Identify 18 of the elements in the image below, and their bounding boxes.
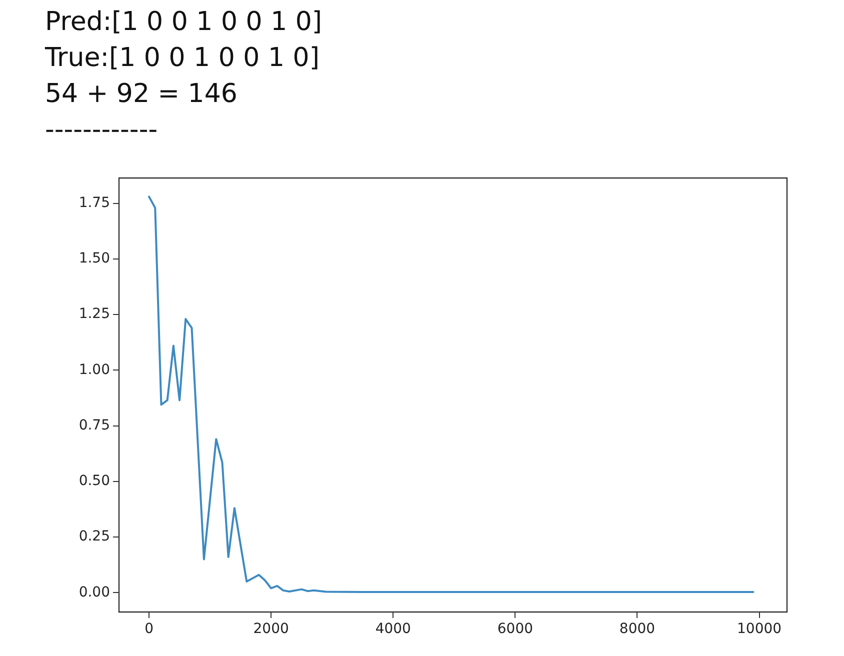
text: ------------ — [45, 114, 159, 147]
y-tick-label: 1.75 — [78, 195, 110, 211]
x-tick-label: 8000 — [619, 621, 656, 638]
y-tick-label: 1.00 — [78, 362, 110, 378]
x-tick-label: 0 — [144, 621, 154, 638]
x-tick-label: 4000 — [375, 621, 411, 638]
text: 54 + 92 = 146 — [45, 78, 238, 111]
x-tick-label: 10000 — [737, 621, 782, 638]
x-tick-label: 2000 — [253, 621, 289, 638]
y-tick-label: 0.75 — [78, 417, 110, 434]
y-tick-label: 0.25 — [78, 528, 110, 545]
text: Pred:[1 0 0 1 0 0 1 0] — [45, 6, 322, 39]
y-tick-label: 1.25 — [78, 306, 110, 322]
text: True:[1 0 0 1 0 0 1 0] — [45, 42, 320, 75]
y-tick-label: 0.00 — [78, 584, 110, 600]
x-tick-label: 6000 — [497, 621, 534, 638]
y-tick-label: 0.50 — [78, 473, 110, 490]
y-tick-label: 1.50 — [78, 250, 110, 267]
